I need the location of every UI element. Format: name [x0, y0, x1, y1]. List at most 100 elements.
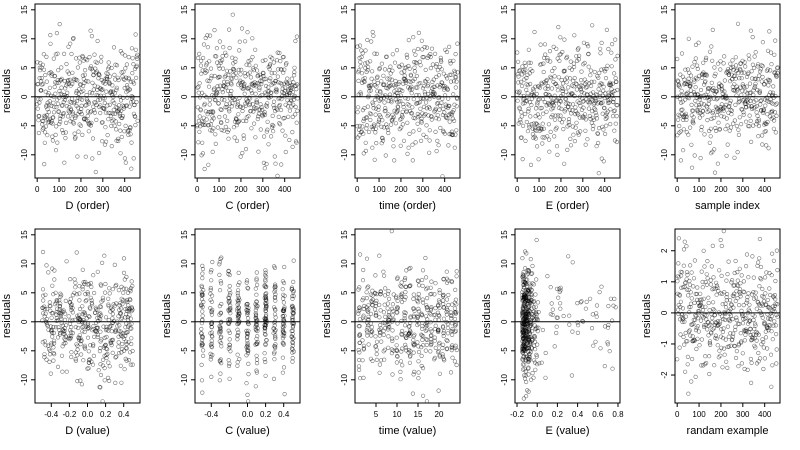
data-point	[691, 115, 696, 120]
data-point	[226, 136, 231, 141]
data-point	[55, 140, 60, 145]
data-point	[568, 143, 574, 148]
y-tick-label: -10	[660, 148, 669, 160]
data-point	[734, 283, 740, 288]
data-point	[263, 373, 268, 378]
data-point	[545, 83, 551, 89]
data-point	[440, 174, 445, 178]
data-point	[246, 399, 251, 403]
data-point	[363, 140, 368, 145]
data-point	[717, 126, 722, 132]
data-point	[432, 292, 437, 297]
data-point	[51, 341, 57, 346]
data-point	[404, 268, 409, 273]
data-point	[429, 279, 434, 284]
data-point	[742, 85, 747, 90]
data-point	[428, 54, 433, 60]
data-point	[678, 158, 684, 163]
data-point	[548, 59, 553, 64]
data-point	[366, 314, 371, 319]
data-point	[712, 313, 717, 318]
data-point	[77, 291, 82, 296]
data-point	[743, 332, 748, 338]
data-point	[522, 266, 528, 271]
data-point	[98, 282, 103, 287]
data-point	[603, 116, 608, 121]
data-point	[255, 68, 260, 73]
data-point	[441, 277, 446, 282]
data-point	[207, 97, 212, 102]
data-point	[428, 333, 434, 339]
data-point	[419, 38, 425, 43]
data-point	[290, 356, 295, 361]
y-tick-label: 15	[500, 230, 509, 239]
data-point	[574, 54, 579, 59]
data-point	[121, 104, 127, 109]
data-point	[283, 85, 288, 90]
data-point	[773, 323, 778, 328]
data-point	[266, 142, 271, 147]
data-point	[256, 114, 261, 119]
data-point	[387, 76, 392, 81]
data-point	[423, 67, 428, 72]
data-point	[580, 84, 585, 89]
data-point	[272, 350, 277, 355]
data-point	[739, 273, 744, 278]
data-point	[208, 357, 213, 362]
data-point	[445, 338, 450, 344]
data-point	[44, 306, 50, 312]
data-point	[764, 143, 769, 148]
data-point	[689, 102, 694, 107]
data-point	[747, 302, 752, 307]
data-point	[356, 78, 361, 83]
data-point	[100, 87, 105, 92]
data-point	[291, 97, 296, 102]
data-point	[291, 336, 296, 341]
data-point	[282, 264, 287, 270]
data-point	[120, 302, 125, 307]
data-point	[361, 79, 367, 84]
data-point	[582, 112, 588, 117]
data-point	[48, 371, 53, 376]
data-point	[690, 339, 696, 344]
data-point	[403, 290, 408, 295]
data-point	[725, 142, 730, 147]
data-point	[84, 78, 89, 84]
x-tick-label: 300	[736, 185, 750, 194]
data-point	[63, 136, 68, 141]
data-point	[245, 341, 250, 346]
data-point	[387, 84, 392, 89]
data-point	[124, 274, 129, 280]
data-point	[722, 89, 727, 94]
data-point	[93, 320, 99, 325]
data-point	[111, 318, 117, 324]
data-point	[769, 384, 774, 389]
data-point	[360, 278, 366, 283]
data-point	[719, 345, 724, 350]
data-point	[546, 137, 552, 142]
data-point	[703, 360, 709, 366]
data-point	[708, 126, 714, 131]
data-point	[707, 308, 712, 313]
data-point	[199, 343, 204, 349]
data-point	[37, 65, 42, 70]
data-point	[361, 306, 367, 312]
data-point	[401, 104, 406, 110]
data-point	[254, 299, 259, 304]
data-point	[584, 80, 589, 85]
data-point	[87, 314, 92, 319]
data-point	[676, 261, 681, 266]
data-point	[197, 51, 202, 57]
data-point	[222, 97, 227, 103]
data-point	[429, 340, 434, 345]
data-point	[103, 81, 108, 86]
data-point	[689, 165, 695, 170]
data-point	[436, 117, 441, 122]
data-point	[751, 317, 756, 323]
data-point	[400, 363, 405, 368]
data-point	[382, 302, 387, 307]
data-point	[441, 333, 446, 339]
data-point	[68, 277, 73, 282]
data-point	[235, 293, 240, 298]
